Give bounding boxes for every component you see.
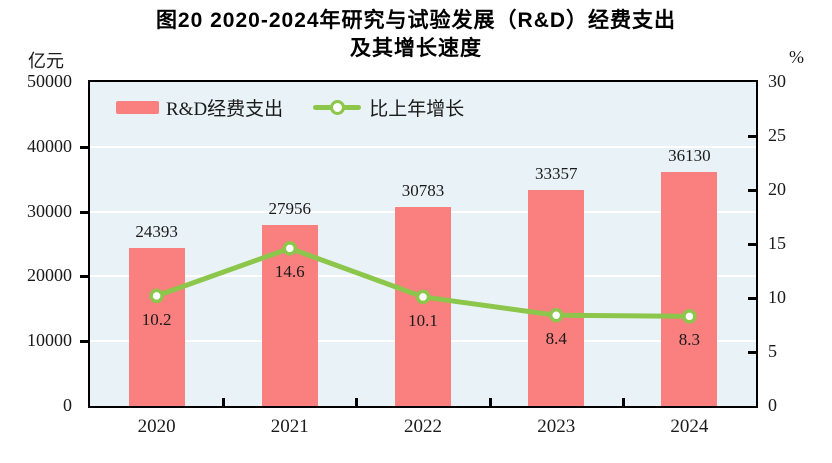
right-axis-tick	[748, 243, 756, 246]
legend: R&D经费支出 比上年增长	[116, 94, 464, 120]
left-tick-label: 50000	[27, 71, 72, 91]
right-axis-tick	[748, 297, 756, 300]
x-axis-tick	[355, 398, 359, 406]
right-tick-label: 10	[768, 287, 786, 307]
growth-line	[149, 241, 697, 324]
bar-2023	[528, 189, 585, 406]
x-axis-tick	[222, 398, 226, 406]
bar-2022	[395, 206, 451, 406]
bar-value-label: 24393	[135, 221, 178, 241]
left-tick-label: 30000	[27, 200, 72, 221]
bar-value-label: 27956	[268, 198, 312, 218]
left-tick-label: 10000	[27, 330, 72, 351]
chart-title-line1: 图20 2020-2024年研究与试验发展（R&D）经费支出	[155, 9, 677, 32]
left-axis-unit: 亿元	[28, 51, 64, 71]
x-axis-label-2023: 2023	[537, 416, 576, 437]
growth-value-label: 14.6	[274, 262, 305, 282]
chart-title: 图20 2020-2024年研究与试验发展（R&D）经费支出 及其增长速度	[0, 7, 832, 63]
x-axis-labels: 2020 2021 2022 2023 2024	[90, 414, 756, 440]
growth-value-label: 8.4	[545, 329, 567, 349]
left-tick-label: 20000	[27, 265, 72, 286]
right-axis-unit: %	[789, 47, 804, 67]
bar-2024	[661, 171, 718, 406]
x-axis-label-2024: 2024	[670, 416, 709, 437]
legend-line-label: 比上年增长	[369, 98, 465, 120]
bar-2020	[128, 247, 185, 406]
right-tick-label: 15	[768, 233, 786, 253]
plot-area: 24393 27956 30783 33357 36130 10.2 14.6 10.1 8.4…	[88, 80, 758, 408]
x-axis-tick	[488, 398, 492, 406]
gridline	[90, 145, 756, 148]
left-tick-label: 40000	[27, 135, 72, 156]
left-axis-tick-labels: 0 10000 20000 30000 40000 50000	[0, 71, 80, 415]
line-marker-2023	[548, 308, 564, 323]
right-axis-tick	[748, 351, 756, 354]
left-axis-tick	[80, 275, 88, 279]
legend-line-swatch-icon	[313, 99, 362, 115]
right-axis-tick-labels: 0 5 10 15 20 25 30	[766, 71, 826, 415]
right-tick-label: 0	[768, 395, 777, 415]
growth-value-label: 8.3	[678, 330, 701, 350]
growth-value-label: 10.2	[141, 309, 172, 329]
x-axis-label-2021: 2021	[270, 416, 309, 437]
left-axis-tick	[80, 210, 88, 214]
right-axis-tick	[748, 189, 756, 192]
right-tick-label: 20	[768, 179, 786, 199]
x-axis-label-2020: 2020	[137, 416, 176, 437]
x-axis-label-2022: 2022	[404, 416, 442, 437]
bar-value-label: 30783	[401, 180, 445, 200]
left-axis-tick	[80, 145, 88, 149]
left-tick-label: 0	[63, 395, 72, 415]
growth-line-path	[154, 245, 692, 319]
right-tick-label: 25	[768, 125, 786, 145]
growth-value-label: 10.1	[408, 310, 438, 330]
legend-bar-label: R&D经费支出	[166, 98, 284, 120]
legend-line-marker	[330, 100, 346, 115]
chart-title-line2: 及其增长速度	[350, 37, 482, 60]
line-marker-2022	[415, 289, 431, 305]
line-marker-2021	[282, 241, 298, 256]
line-marker-2024	[682, 309, 697, 324]
right-tick-label: 5	[768, 341, 777, 361]
bar-value-label: 36130	[668, 145, 711, 165]
left-axis-tick	[80, 340, 88, 344]
bar-value-label: 33357	[534, 163, 578, 183]
legend-bar-swatch-icon	[116, 100, 159, 114]
right-axis-tick	[748, 135, 756, 138]
right-tick-label: 30	[768, 71, 786, 91]
line-marker-2020	[149, 288, 164, 304]
x-axis-tick	[621, 398, 625, 406]
